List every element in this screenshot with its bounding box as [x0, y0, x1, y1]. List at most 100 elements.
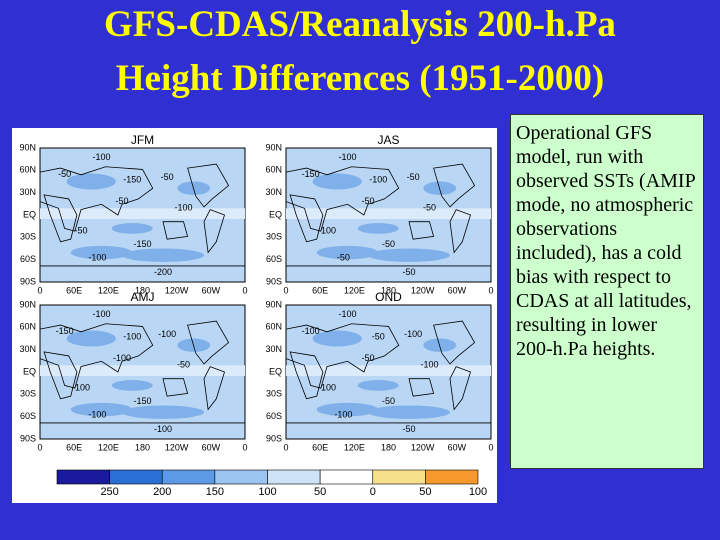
- lon-label: 120W: [165, 285, 189, 295]
- colorbar-swatch: [109, 469, 163, 485]
- lon-label: 120W: [165, 442, 189, 452]
- lon-label: 0: [37, 285, 42, 295]
- lon-label: 120E: [344, 442, 365, 452]
- contour-label: -100: [318, 225, 336, 235]
- contour-band: [122, 405, 204, 419]
- continent: [449, 209, 471, 254]
- contour-label: -50: [74, 225, 87, 235]
- contour-label: -50: [382, 396, 395, 406]
- contour-label: -50: [115, 196, 128, 206]
- contour-label: -100: [338, 152, 356, 162]
- lat-label: 90N: [265, 142, 282, 152]
- contour-label: -100: [404, 329, 422, 339]
- panel-title: JAS: [377, 133, 399, 147]
- lon-label: 180: [135, 442, 150, 452]
- lat-label: 30N: [265, 187, 282, 197]
- lat-label: 60N: [265, 322, 282, 332]
- text-box: Operational GFS model, run with observed…: [510, 114, 704, 469]
- contour-label: -150: [123, 175, 141, 185]
- continent: [203, 366, 225, 411]
- contour-band: [122, 248, 204, 262]
- contour-label: -50: [361, 353, 374, 363]
- contour-band: [70, 245, 133, 260]
- lon-label: 120E: [344, 285, 365, 295]
- lon-label: 0: [242, 285, 247, 295]
- contour-band: [316, 245, 379, 260]
- colorbar-label: 250: [100, 486, 118, 498]
- lon-label: 0: [242, 442, 247, 452]
- contour-label: -150: [133, 396, 151, 406]
- lat-label: 30N: [19, 344, 36, 354]
- lon-label: 120W: [411, 442, 435, 452]
- lat-label: 90S: [266, 433, 282, 443]
- continent: [43, 194, 78, 243]
- lat-label: EQ: [269, 366, 282, 376]
- colorbar-swatch: [56, 469, 110, 485]
- continent: [289, 194, 324, 243]
- lon-label: 60E: [312, 442, 328, 452]
- lon-label: 60W: [448, 442, 467, 452]
- contour-band: [368, 405, 450, 419]
- lon-label: 0: [283, 285, 288, 295]
- colorbar-label: 0: [370, 486, 376, 498]
- lon-label: 60W: [202, 442, 221, 452]
- lon-label: 0: [37, 442, 42, 452]
- contour-band: [111, 380, 153, 391]
- lon-label: 120E: [98, 442, 119, 452]
- contour-label: -200: [154, 267, 172, 277]
- continent: [449, 366, 471, 411]
- lat-label: 90N: [19, 142, 36, 152]
- contour-label: -50: [361, 196, 374, 206]
- panel-title: OND: [375, 290, 402, 304]
- colorbar-swatch: [267, 469, 321, 485]
- lat-label: 60N: [265, 165, 282, 175]
- lat-label: 90N: [19, 299, 36, 309]
- contour-label: -100: [302, 326, 320, 336]
- lat-label: EQ: [23, 366, 36, 376]
- colorbar-swatch: [319, 469, 374, 485]
- contour-label: -150: [302, 169, 320, 179]
- colorbar-label: 100: [258, 486, 276, 498]
- contour-band: [357, 380, 399, 391]
- colorbar-swatch: [161, 469, 216, 485]
- lon-label: 0: [283, 442, 288, 452]
- lon-label: 120E: [98, 285, 119, 295]
- contour-band: [312, 330, 362, 347]
- contour-label: -100: [174, 203, 192, 213]
- lon-label: 60E: [66, 442, 82, 452]
- lat-label: 90S: [20, 276, 36, 286]
- contour-band: [312, 173, 362, 190]
- lon-label: 60W: [448, 285, 467, 295]
- colorbar-label: 200: [153, 486, 171, 498]
- continent: [433, 163, 476, 208]
- lon-label: 0: [488, 285, 493, 295]
- continent: [39, 422, 246, 440]
- lon-label: 120W: [411, 285, 435, 295]
- continent: [162, 221, 189, 240]
- contour-label: -50: [382, 239, 395, 249]
- continent: [408, 378, 435, 397]
- contour-label: -100: [338, 309, 356, 319]
- contour-band: [111, 223, 153, 234]
- contour-label: -150: [133, 239, 151, 249]
- contour-label: -100: [123, 332, 141, 342]
- colorbar-swatch: [372, 469, 426, 485]
- lon-label: 0: [488, 442, 493, 452]
- continent: [285, 265, 492, 283]
- title-line: Height Differences (1951-2000): [116, 58, 604, 99]
- lat-label: 60N: [19, 165, 36, 175]
- lon-label: 180: [381, 285, 396, 295]
- contour-label: -100: [420, 360, 438, 370]
- lat-label: EQ: [23, 209, 36, 219]
- contour-label: -100: [92, 309, 110, 319]
- lat-label: 90S: [266, 276, 282, 286]
- contour-label: -50: [337, 252, 350, 262]
- contour-band: [316, 402, 379, 417]
- contour-label: -150: [56, 326, 74, 336]
- contour-label: -50: [407, 172, 420, 182]
- panel-title: AMJ: [131, 290, 155, 304]
